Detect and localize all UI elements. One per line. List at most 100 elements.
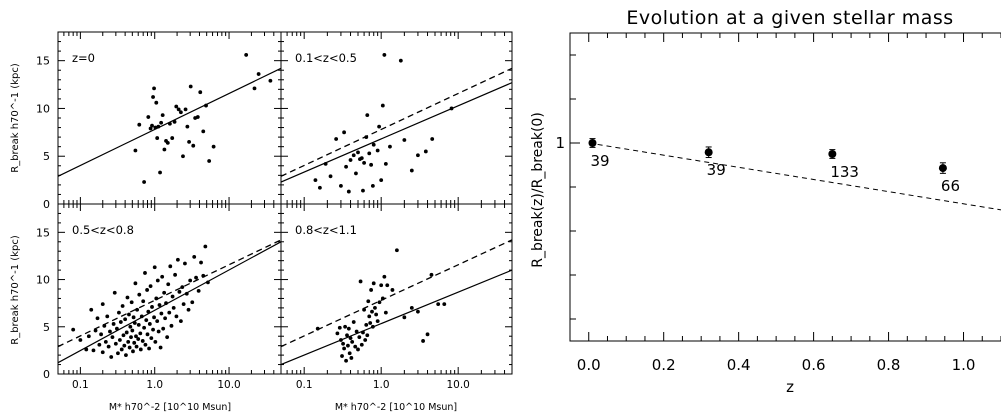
- count-label: 66: [941, 177, 960, 195]
- data-point: [162, 147, 167, 152]
- data-point: [110, 335, 115, 340]
- data-point: [142, 325, 147, 330]
- data-point: [442, 302, 447, 307]
- data-point: [369, 288, 374, 292]
- panel-plot-area: [58, 239, 281, 364]
- x-tick-label: 0.8: [877, 356, 901, 374]
- data-point: [102, 323, 107, 328]
- data-point: [201, 273, 206, 278]
- data-point: [106, 344, 111, 349]
- data-point: [340, 354, 344, 358]
- panel-label: 0.1<z<0.5: [295, 51, 357, 65]
- data-point: [122, 343, 127, 348]
- data-point: [84, 347, 89, 352]
- data-point: [364, 135, 369, 140]
- data-point: [348, 336, 353, 341]
- data-point: [155, 278, 160, 283]
- data-point: [144, 318, 149, 323]
- data-point: [416, 153, 420, 158]
- data-point: [117, 310, 121, 315]
- data-point: [148, 284, 153, 289]
- reference-line: [281, 239, 512, 348]
- data-point: [337, 325, 342, 330]
- data-point: [113, 341, 118, 346]
- data-point: [141, 299, 146, 304]
- data-point: [86, 334, 91, 339]
- data-point: [244, 53, 249, 57]
- data-point: [344, 164, 348, 169]
- data-point: [341, 341, 345, 346]
- data-point: [176, 107, 181, 112]
- data-point: [339, 183, 343, 188]
- data-point: [370, 183, 375, 188]
- data-point: [133, 148, 138, 153]
- x-tick-label: 10.0: [217, 379, 240, 391]
- data-point: [346, 189, 351, 194]
- data-point: [201, 129, 206, 134]
- y-tick-label: 1: [555, 134, 565, 152]
- data-point: [145, 288, 150, 292]
- data-point: [328, 174, 333, 179]
- data-point: [119, 347, 124, 352]
- x-tick-label: 1.0: [146, 379, 163, 391]
- panel-label: z=0: [72, 51, 95, 65]
- data-point: [148, 126, 153, 131]
- x-tick-label: 0.0: [577, 356, 601, 374]
- data-point: [350, 339, 355, 344]
- x-axis-label: M* h70^-2 [10^10 Msun]: [109, 402, 231, 413]
- data-point: [188, 84, 193, 89]
- data-point: [160, 113, 165, 118]
- data-point: [137, 122, 142, 127]
- data-point: [343, 324, 348, 329]
- data-point: [313, 178, 318, 183]
- data-point: [180, 285, 185, 290]
- data-point: [398, 58, 403, 63]
- data-point: [138, 331, 143, 336]
- data-point: [174, 104, 179, 109]
- x-axis-label: M* h70^-2 [10^10 Msun]: [335, 402, 457, 413]
- x-tick-label: 0.1: [72, 379, 89, 391]
- data-point: [143, 271, 147, 275]
- data-point: [377, 124, 382, 129]
- panel-plot-area: [281, 239, 512, 366]
- data-point: [89, 307, 94, 312]
- data-point: [191, 143, 196, 148]
- data-point: [146, 309, 151, 314]
- data-point: [357, 335, 362, 340]
- data-point: [335, 331, 340, 336]
- data-point: [129, 335, 133, 340]
- data-point: [181, 302, 186, 307]
- data-point: [402, 138, 407, 142]
- data-point: [156, 124, 161, 129]
- data-point: [199, 260, 203, 265]
- data-point: [115, 326, 119, 331]
- data-point: [134, 334, 138, 339]
- data-point: [121, 333, 126, 338]
- x-tick-label: 0.2: [652, 356, 676, 374]
- data-point: [142, 180, 147, 184]
- data-point: [124, 330, 129, 335]
- data-point: [71, 327, 76, 332]
- data-point: [129, 300, 134, 305]
- fit-line: [281, 82, 512, 183]
- data-point: [347, 351, 352, 356]
- reference-line: [58, 239, 281, 348]
- data-point: [150, 123, 154, 128]
- data-point: [828, 150, 837, 158]
- data-point: [196, 288, 201, 293]
- data-point: [364, 322, 369, 327]
- data-point: [195, 115, 200, 119]
- data-point: [348, 158, 353, 162]
- data-point: [402, 315, 407, 320]
- data-point: [155, 319, 160, 324]
- data-point: [186, 307, 191, 312]
- data-point: [167, 310, 172, 315]
- data-point: [423, 149, 428, 154]
- data-point: [363, 338, 368, 342]
- data-point: [93, 328, 98, 333]
- data-point: [416, 309, 420, 314]
- data-point: [371, 142, 376, 147]
- data-point: [359, 342, 364, 347]
- data-point: [153, 339, 158, 344]
- x-tick-label: 0.1: [296, 379, 313, 391]
